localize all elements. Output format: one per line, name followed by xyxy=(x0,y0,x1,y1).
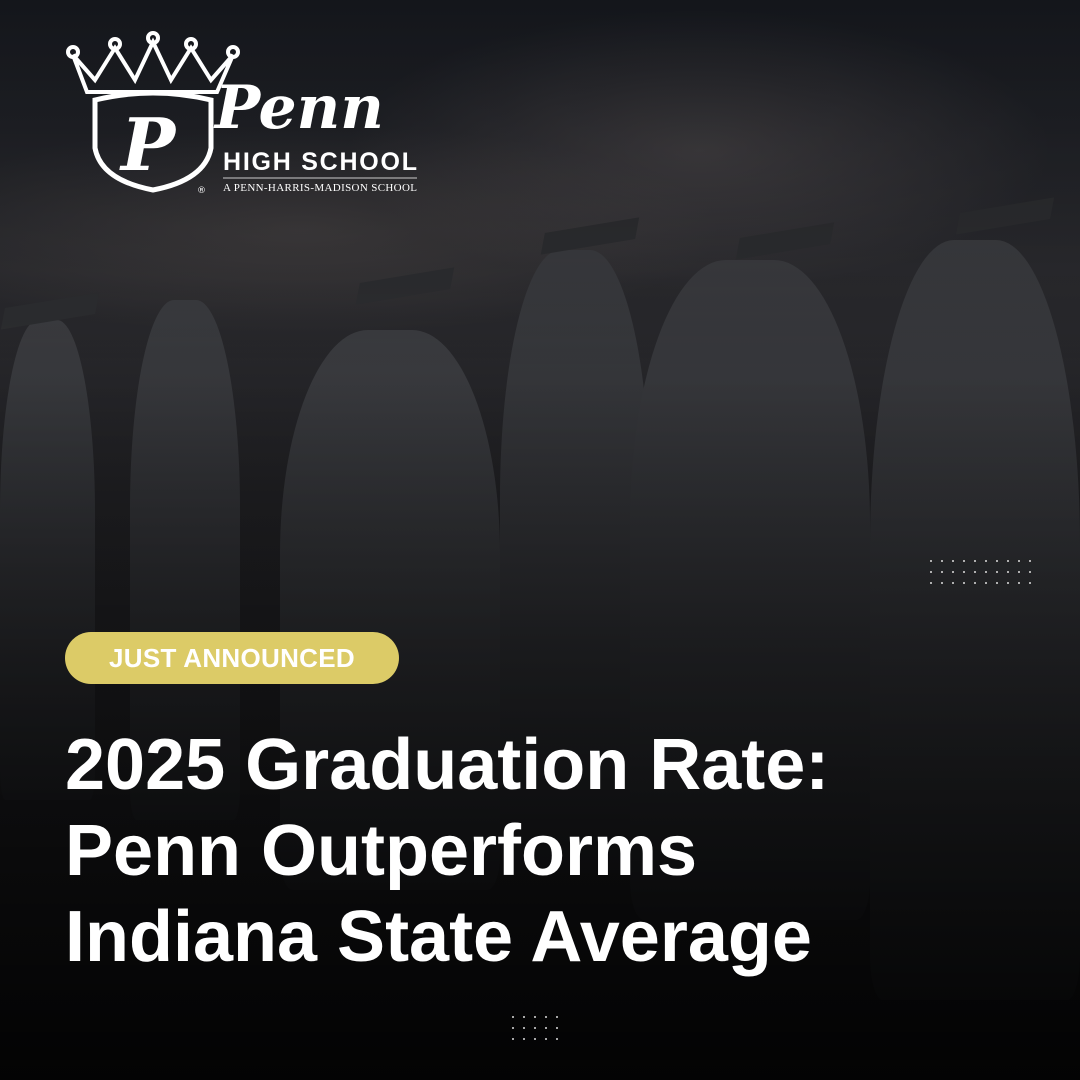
logo-subtitle: HIGH SCHOOL xyxy=(223,148,417,176)
headline-line-2: Penn Outperforms xyxy=(65,811,698,891)
shield-icon xyxy=(92,90,214,193)
headline-line-3: Indiana State Average xyxy=(65,897,812,977)
headline-line-1: 2025 Graduation Rate: xyxy=(65,725,830,805)
decorative-dots xyxy=(512,1016,558,1040)
decorative-dots xyxy=(930,560,1031,584)
just-announced-badge: JUST ANNOUNCED xyxy=(65,632,399,684)
logo-name: Penn xyxy=(213,73,384,143)
logo-tagline: A PENN-HARRIS-MADISON SCHOOL xyxy=(223,182,417,194)
shield-letter: P xyxy=(119,102,177,187)
penn-high-school-logo: P ® Penn HIGH SCHOOL A PENN-HARRIS-MADIS… xyxy=(66,31,417,195)
headline: 2025 Graduation Rate: Penn Outperforms I… xyxy=(65,722,829,980)
registered-mark: ® xyxy=(197,186,206,195)
crown-icon xyxy=(66,31,240,94)
